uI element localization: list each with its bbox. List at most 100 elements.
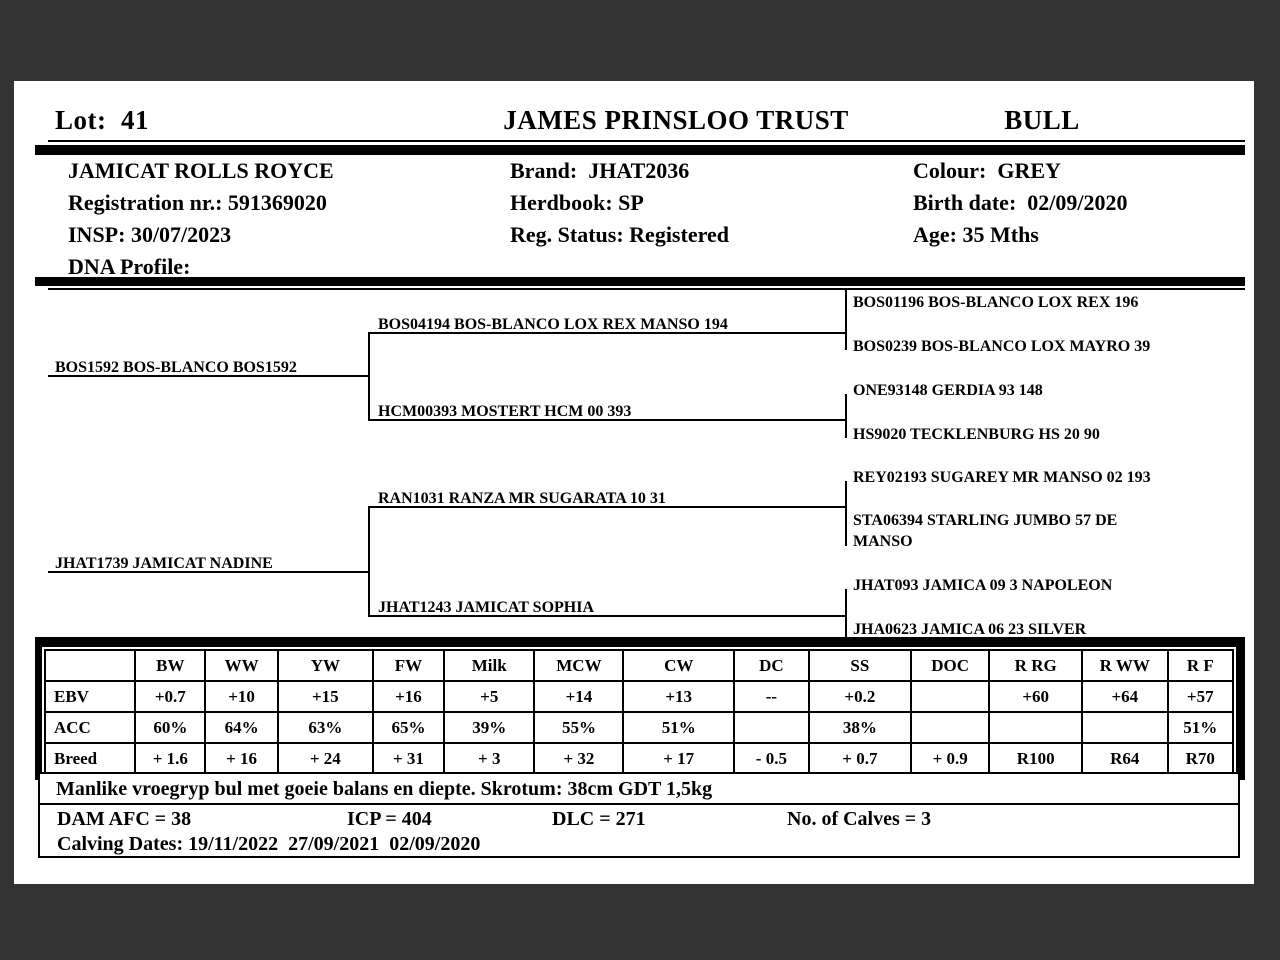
colour: Colour: GREY xyxy=(913,158,1061,183)
ebv-table-frame: BW WW YW FW Milk MCW CW DC SS DOC R RG R… xyxy=(35,637,1245,780)
pedigree-line xyxy=(48,375,368,377)
dam-afc-value: DAM AFC = 38 xyxy=(57,808,192,830)
ebv-cell: +14 xyxy=(533,680,625,713)
ebv-cell: +64 xyxy=(1081,680,1169,713)
ebv-cell: 64% xyxy=(204,711,279,744)
ggp-4-name: HS9020 TECKLENBURG HS 20 90 xyxy=(853,426,1100,443)
ebv-col-header: CW xyxy=(622,649,735,682)
ebv-cell: +60 xyxy=(988,680,1084,713)
ggp-1-name: BOS01196 BOS-BLANCO LOX REX 196 xyxy=(853,294,1139,311)
pedigree-line xyxy=(368,615,845,617)
dlc-value: DLC = 271 xyxy=(552,808,646,830)
ebv-col-header: DC xyxy=(732,649,810,682)
ebv-col-header: WW xyxy=(204,649,279,682)
ebv-row-label: Breed xyxy=(43,742,137,775)
pedigree-line xyxy=(48,571,368,573)
ebv-cell: 38% xyxy=(807,711,912,744)
pedigree-line xyxy=(845,589,847,637)
ggp-5-name: REY02193 SUGAREY MR MANSO 02 193 xyxy=(853,469,1151,486)
ebv-cell: + 3 xyxy=(443,742,536,775)
ebv-cell xyxy=(909,711,991,744)
dna-profile-label: DNA Profile: xyxy=(68,254,191,279)
breed-row: Breed + 1.6 + 16 + 24 + 31 + 3 + 32 + 17… xyxy=(43,742,1235,775)
lot-label: Lot: 41 xyxy=(55,105,149,135)
ebv-cell: +16 xyxy=(371,680,446,713)
pedigree-line xyxy=(368,419,845,421)
animal-category: BULL xyxy=(1004,105,1080,135)
header-rule-thick xyxy=(35,145,1245,155)
ebv-cell: + 17 xyxy=(622,742,735,775)
sire-dam-name: HCM00393 MOSTERT HCM 00 393 xyxy=(378,403,632,420)
ebv-col-header: Milk xyxy=(443,649,536,682)
document-page: Lot: 41 JAMES PRINSLOO TRUST BULL JAMICA… xyxy=(14,81,1254,884)
pedigree-line xyxy=(368,332,370,419)
ebv-cell: 51% xyxy=(622,711,735,744)
ebv-cell: + 1.6 xyxy=(134,742,207,775)
ebv-cell: 60% xyxy=(134,711,207,744)
ebv-cell: +57 xyxy=(1166,680,1235,713)
pedigree-line xyxy=(368,506,845,508)
ggp-6-name: STA06394 STARLING JUMBO 57 DE MANSO xyxy=(853,512,1122,550)
info-column-middle: Brand: JHAT2036 Herdbook: SP Reg. Status… xyxy=(510,155,729,251)
ggp-8-name: JHA0623 JAMICA 06 23 SILVER xyxy=(853,621,1087,638)
ebv-cell: 51% xyxy=(1166,711,1235,744)
icp-value: ICP = 404 xyxy=(347,808,432,830)
info-column-right: Colour: GREY Birth date: 02/09/2020 Age:… xyxy=(913,155,1128,251)
ebv-row-label: EBV xyxy=(43,680,137,713)
ebv-cell: + 16 xyxy=(204,742,279,775)
ebv-cell: 39% xyxy=(443,711,536,744)
ebv-col-header: DOC xyxy=(909,649,991,682)
dam-sire-name: RAN1031 RANZA MR SUGARATA 10 31 xyxy=(378,490,666,507)
ebv-cell: +13 xyxy=(622,680,735,713)
ebv-col-header: R RG xyxy=(988,649,1084,682)
ebv-cell: +0.7 xyxy=(134,680,207,713)
ebv-cell: +15 xyxy=(276,680,374,713)
pedigree-line xyxy=(845,394,847,438)
ebv-cell: R100 xyxy=(988,742,1084,775)
ebv-col-header xyxy=(43,649,137,682)
pedigree-line xyxy=(368,506,370,615)
sire-name: BOS1592 BOS-BLANCO BOS1592 xyxy=(55,359,297,376)
dam-stats-box: DAM AFC = 38 ICP = 404 DLC = 271 No. of … xyxy=(38,805,1240,858)
sire-sire-name: BOS04194 BOS-BLANCO LOX REX MANSO 194 xyxy=(378,316,728,333)
brand: Brand: JHAT2036 xyxy=(510,158,690,183)
ebv-cell: 55% xyxy=(533,711,625,744)
info-rule-thick xyxy=(35,277,1245,286)
ebv-cell xyxy=(732,711,810,744)
ebv-table: BW WW YW FW Milk MCW CW DC SS DOC R RG R… xyxy=(43,649,1235,775)
ebv-cell: + 24 xyxy=(276,742,374,775)
info-rule-thin xyxy=(48,288,1245,290)
ggp-7-name: JHAT093 JAMICA 09 3 NAPOLEON xyxy=(853,577,1113,594)
ebv-cell: 63% xyxy=(276,711,374,744)
ebv-row-label: ACC xyxy=(43,711,137,744)
ebv-col-header: R F xyxy=(1166,649,1235,682)
pedigree-line xyxy=(845,481,847,546)
ebv-cell: 65% xyxy=(371,711,446,744)
birth-date: Birth date: 02/09/2020 xyxy=(913,190,1128,215)
ebv-cell: + 0.9 xyxy=(909,742,991,775)
animal-name: JAMICAT ROLLS ROYCE xyxy=(68,158,334,183)
dam-dam-name: JHAT1243 JAMICAT SOPHIA xyxy=(378,599,595,616)
description-note: Manlike vroegryp bul met goeie balans en… xyxy=(56,778,713,800)
ebv-col-header: BW xyxy=(134,649,207,682)
ebv-cell: + 0.7 xyxy=(807,742,912,775)
ebv-col-header: SS xyxy=(807,649,912,682)
ebv-col-header: FW xyxy=(371,649,446,682)
ebv-row: EBV +0.7 +10 +15 +16 +5 +14 +13 -- +0.2 … xyxy=(43,680,1235,713)
acc-row: ACC 60% 64% 63% 65% 39% 55% 51% 38% 51% xyxy=(43,711,1235,744)
ebv-header-row: BW WW YW FW Milk MCW CW DC SS DOC R RG R… xyxy=(43,649,1235,682)
calving-dates: Calving Dates: 19/11/2022 27/09/2021 02/… xyxy=(57,833,481,855)
pedigree-line xyxy=(845,290,847,350)
ebv-col-header: R WW xyxy=(1081,649,1169,682)
calves-count: No. of Calves = 3 xyxy=(787,808,932,830)
reg-status: Reg. Status: Registered xyxy=(510,222,729,247)
ebv-cell: R70 xyxy=(1166,742,1235,775)
ebv-cell: + 32 xyxy=(533,742,625,775)
ebv-cell: -- xyxy=(732,680,810,713)
herdbook: Herdbook: SP xyxy=(510,190,644,215)
ebv-cell xyxy=(909,680,991,713)
description-box: Manlike vroegryp bul met goeie balans en… xyxy=(38,772,1240,805)
ebv-cell: +5 xyxy=(443,680,536,713)
ebv-col-header: YW xyxy=(276,649,374,682)
ebv-cell: - 0.5 xyxy=(732,742,810,775)
